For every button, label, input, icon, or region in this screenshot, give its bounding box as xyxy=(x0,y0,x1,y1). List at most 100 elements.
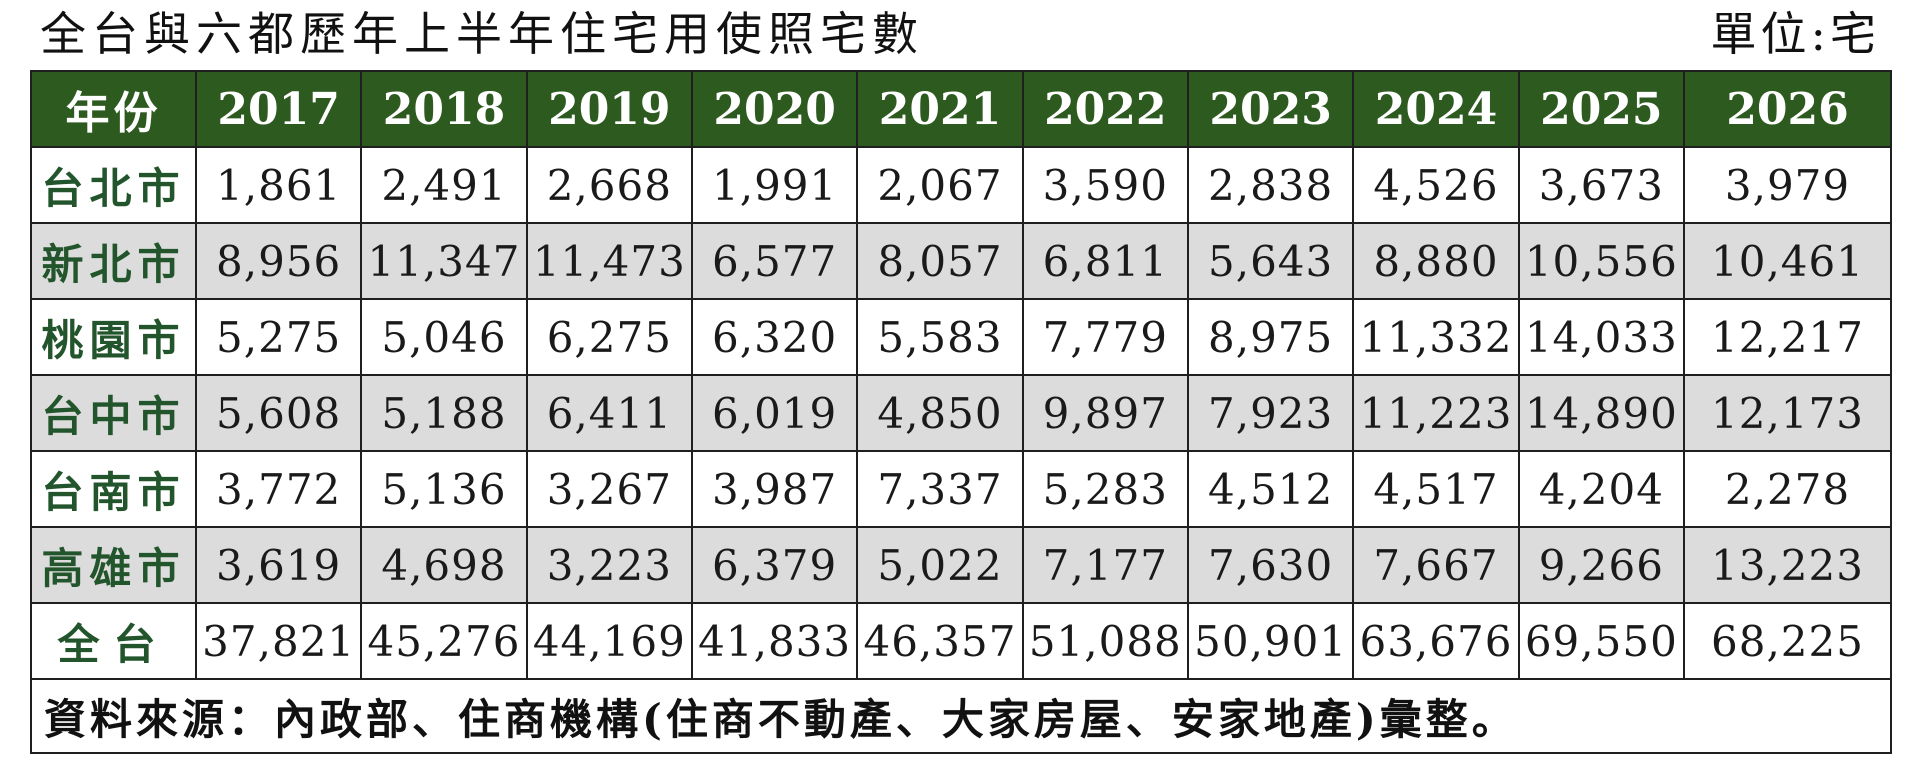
table-cell: 4,512 xyxy=(1186,450,1355,528)
table-cell: 14,033 xyxy=(1517,298,1686,376)
table-cell: 3,267 xyxy=(525,450,693,528)
table-row-taipei: 台北市 1,861 2,491 2,668 1,991 2,067 3,590 … xyxy=(30,146,1892,224)
column-header-year: 年份 xyxy=(30,70,197,148)
table-cell: 5,643 xyxy=(1186,222,1355,300)
column-header-2018: 2018 xyxy=(360,70,528,148)
table-cell: 3,619 xyxy=(194,526,363,604)
column-header-2026: 2026 xyxy=(1683,70,1892,148)
table-cell: 3,987 xyxy=(690,450,859,528)
source-row: 資料來源：內政部、住商機構(住商不動產、大家房屋、安家地產)彙整。 xyxy=(30,678,1892,754)
row-label: 高雄市 xyxy=(30,526,197,604)
column-header-2022: 2022 xyxy=(1021,70,1189,148)
table-cell: 2,668 xyxy=(525,146,693,224)
table-cell: 9,266 xyxy=(1517,526,1686,604)
column-header-2023: 2023 xyxy=(1186,70,1355,148)
row-label: 台北市 xyxy=(30,146,197,224)
column-header-2017: 2017 xyxy=(194,70,363,148)
column-header-2024: 2024 xyxy=(1352,70,1520,148)
table-cell: 5,046 xyxy=(360,298,528,376)
table-cell: 4,517 xyxy=(1352,450,1520,528)
table-header-row: 年份 2017 2018 2019 2020 2021 2022 2023 20… xyxy=(30,70,1892,148)
table-cell: 10,461 xyxy=(1683,222,1892,300)
table-cell: 7,337 xyxy=(856,450,1024,528)
table-cell: 63,676 xyxy=(1352,602,1520,680)
table-row-taichung: 台中市 5,608 5,188 6,411 6,019 4,850 9,897 … xyxy=(30,374,1892,452)
table-cell: 5,188 xyxy=(360,374,528,452)
table-cell: 8,057 xyxy=(856,222,1024,300)
table-cell: 12,217 xyxy=(1683,298,1892,376)
table-cell: 7,630 xyxy=(1186,526,1355,604)
table-cell: 8,880 xyxy=(1352,222,1520,300)
table-cell: 68,225 xyxy=(1683,602,1892,680)
table-cell: 7,779 xyxy=(1021,298,1189,376)
table-cell: 4,850 xyxy=(856,374,1024,452)
table-cell: 5,583 xyxy=(856,298,1024,376)
table-cell: 6,811 xyxy=(1021,222,1189,300)
column-header-2020: 2020 xyxy=(690,70,859,148)
table-cell: 1,861 xyxy=(194,146,363,224)
table-cell: 6,411 xyxy=(525,374,693,452)
table-cell: 7,667 xyxy=(1352,526,1520,604)
table-cell: 3,223 xyxy=(525,526,693,604)
table-cell: 5,022 xyxy=(856,526,1024,604)
table-cell: 37,821 xyxy=(194,602,363,680)
table-cell: 4,698 xyxy=(360,526,528,604)
table-cell: 8,956 xyxy=(194,222,363,300)
table-row-tainan: 台南市 3,772 5,136 3,267 3,987 7,337 5,283 … xyxy=(30,450,1892,528)
table-cell: 4,526 xyxy=(1352,146,1520,224)
table-cell: 5,275 xyxy=(194,298,363,376)
column-header-2025: 2025 xyxy=(1517,70,1686,148)
table-cell: 13,223 xyxy=(1683,526,1892,604)
table-cell: 4,204 xyxy=(1517,450,1686,528)
table-cell: 12,173 xyxy=(1683,374,1892,452)
table-cell: 2,491 xyxy=(360,146,528,224)
table-cell: 5,608 xyxy=(194,374,363,452)
table-cell: 14,890 xyxy=(1517,374,1686,452)
table-cell: 2,067 xyxy=(856,146,1024,224)
table-cell: 50,901 xyxy=(1186,602,1355,680)
table-cell: 11,332 xyxy=(1352,298,1520,376)
unit-label: 單位:宅 xyxy=(1710,7,1880,61)
table-cell: 69,550 xyxy=(1517,602,1686,680)
row-label: 新北市 xyxy=(30,222,197,300)
table-cell: 6,320 xyxy=(690,298,859,376)
table-row-kaohsiung: 高雄市 3,619 4,698 3,223 6,379 5,022 7,177 … xyxy=(30,526,1892,604)
table-row-new-taipei: 新北市 8,956 11,347 11,473 6,577 8,057 6,81… xyxy=(30,222,1892,300)
table-row-total: 全台 37,821 45,276 44,169 41,833 46,357 51… xyxy=(30,602,1892,680)
table-cell: 51,088 xyxy=(1021,602,1189,680)
table-cell: 6,577 xyxy=(690,222,859,300)
table-cell: 6,275 xyxy=(525,298,693,376)
table-cell: 45,276 xyxy=(360,602,528,680)
table-cell: 7,923 xyxy=(1186,374,1355,452)
table-cell: 6,019 xyxy=(690,374,859,452)
table-cell: 11,473 xyxy=(525,222,693,300)
table-row-taoyuan: 桃園市 5,275 5,046 6,275 6,320 5,583 7,779 … xyxy=(30,298,1892,376)
table-cell: 6,379 xyxy=(690,526,859,604)
row-label: 台中市 xyxy=(30,374,197,452)
housing-permit-table: 年份 2017 2018 2019 2020 2021 2022 2023 20… xyxy=(30,70,1892,754)
column-header-2019: 2019 xyxy=(525,70,693,148)
table-cell: 1,991 xyxy=(690,146,859,224)
table-cell: 7,177 xyxy=(1021,526,1189,604)
table-cell: 41,833 xyxy=(690,602,859,680)
table-cell: 11,223 xyxy=(1352,374,1520,452)
table-cell: 44,169 xyxy=(525,602,693,680)
column-header-2021: 2021 xyxy=(856,70,1024,148)
table-cell: 10,556 xyxy=(1517,222,1686,300)
table-cell: 2,278 xyxy=(1683,450,1892,528)
table-cell: 8,975 xyxy=(1186,298,1355,376)
table-cell: 46,357 xyxy=(856,602,1024,680)
page-title: 全台與六都歷年上半年住宅用使照宅數 xyxy=(40,7,924,61)
table-cell: 5,283 xyxy=(1021,450,1189,528)
table-cell: 9,897 xyxy=(1021,374,1189,452)
row-label: 全台 xyxy=(30,602,197,680)
table-cell: 3,772 xyxy=(194,450,363,528)
table-cell: 11,347 xyxy=(360,222,528,300)
table-cell: 3,979 xyxy=(1683,146,1892,224)
table-cell: 3,590 xyxy=(1021,146,1189,224)
table-cell: 2,838 xyxy=(1186,146,1355,224)
row-label: 台南市 xyxy=(30,450,197,528)
table-cell: 3,673 xyxy=(1517,146,1686,224)
source-note: 資料來源：內政部、住商機構(住商不動產、大家房屋、安家地產)彙整。 xyxy=(30,678,1892,754)
table-cell: 5,136 xyxy=(360,450,528,528)
